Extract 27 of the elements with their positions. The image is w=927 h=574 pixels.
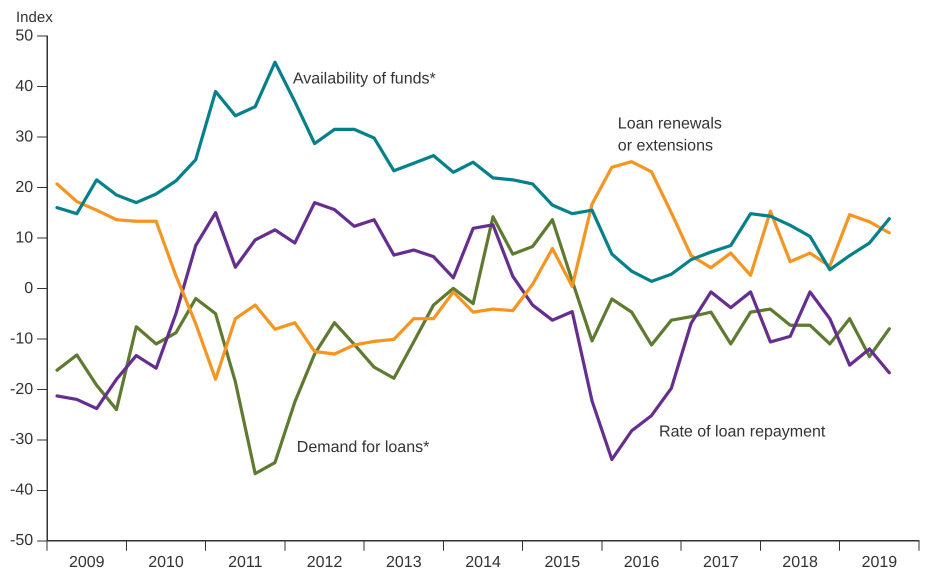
- x-tick-label: 2015: [544, 554, 580, 571]
- y-tick-label: -30: [10, 431, 34, 448]
- y-tick-label: 10: [15, 229, 34, 246]
- y-tick-label: -10: [10, 330, 34, 348]
- series-label: Availability of funds*: [292, 70, 436, 88]
- x-tick-label: 2014: [465, 554, 501, 571]
- series-label: Rate of loan repayment: [659, 424, 826, 441]
- x-tick-label: 2010: [148, 554, 184, 571]
- series-label: Demand for loans*: [296, 438, 430, 456]
- series-label: Loan renewals or extensions: [618, 116, 722, 155]
- y-tick-label: -20: [10, 380, 34, 398]
- y-tick-label: -50: [10, 532, 34, 550]
- x-tick-label: 2017: [703, 554, 739, 571]
- y-tick-label: 40: [15, 78, 34, 95]
- y-tick-label: 20: [15, 178, 34, 196]
- x-tick-label: 2009: [68, 554, 105, 571]
- y-axis-title: Index: [16, 9, 54, 26]
- x-tick-label: 2016: [624, 554, 660, 571]
- x-tick-label: 2018: [782, 554, 818, 571]
- x-tick-label: 2019: [862, 554, 898, 571]
- x-tick-label: 2011: [228, 554, 263, 571]
- y-tick-label: -40: [10, 482, 34, 499]
- x-tick-label: 2013: [386, 554, 422, 571]
- x-tick-label: 2012: [306, 554, 342, 571]
- y-tick-label: 30: [15, 128, 34, 146]
- y-tick-label: 50: [15, 27, 34, 44]
- y-tick-label: 0: [24, 280, 34, 297]
